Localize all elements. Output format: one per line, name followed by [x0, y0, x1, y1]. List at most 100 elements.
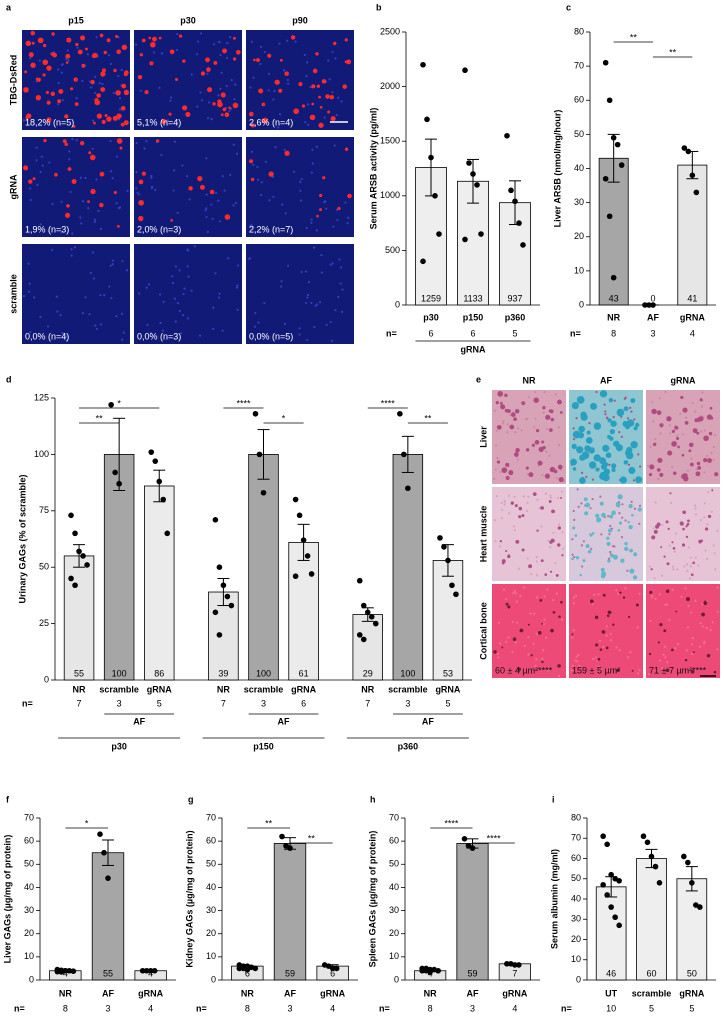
data-point	[602, 175, 609, 182]
data-point	[256, 451, 263, 458]
y-tick-label: 40	[571, 893, 581, 903]
micrograph	[22, 244, 130, 344]
texture	[235, 286, 239, 289]
texture	[580, 471, 584, 474]
value-label: 100	[400, 668, 415, 678]
texture	[500, 508, 504, 511]
stain	[77, 49, 83, 55]
texture	[545, 450, 548, 454]
stain	[540, 506, 544, 510]
texture	[161, 329, 165, 332]
data-point	[642, 302, 648, 308]
texture	[120, 68, 123, 72]
texture	[608, 533, 611, 536]
stain	[65, 61, 69, 64]
texture	[310, 218, 313, 221]
texture	[285, 39, 289, 42]
texture	[512, 591, 515, 595]
texture	[506, 423, 509, 426]
sub-group-label: AF	[422, 716, 434, 726]
stain	[141, 38, 146, 43]
texture	[125, 269, 129, 272]
data-point	[466, 160, 472, 166]
stain	[622, 596, 626, 599]
texture	[65, 339, 68, 342]
y-tick-label: 20	[206, 928, 216, 938]
texture	[543, 618, 546, 621]
y-tick-label: 1500	[380, 136, 400, 146]
data-point	[424, 116, 430, 123]
texture	[689, 565, 692, 568]
texture	[576, 660, 579, 663]
stain	[570, 458, 577, 466]
y-tick-label: 70	[571, 833, 581, 843]
texture	[552, 599, 555, 602]
texture	[549, 494, 552, 497]
stain	[278, 88, 283, 93]
texture	[263, 301, 266, 305]
texture	[84, 176, 87, 180]
data-point	[453, 591, 459, 598]
texture	[197, 40, 200, 43]
stain	[671, 429, 676, 433]
stain	[222, 107, 227, 112]
texture	[648, 565, 651, 568]
stain	[628, 466, 636, 474]
stain	[37, 37, 44, 44]
texture	[493, 477, 496, 481]
stain	[253, 58, 256, 62]
texture	[200, 32, 203, 35]
texture	[171, 275, 174, 278]
data-point	[478, 231, 484, 237]
texture	[160, 153, 163, 156]
texture	[597, 665, 601, 669]
texture	[694, 556, 697, 559]
value-label: 100	[256, 668, 271, 678]
data-point	[435, 967, 441, 974]
texture	[226, 42, 229, 45]
texture	[716, 648, 719, 651]
stain	[169, 49, 175, 55]
texture	[236, 284, 239, 287]
y-tick-label: 30	[24, 905, 34, 915]
stain	[249, 159, 254, 164]
data-point	[608, 904, 614, 910]
texture	[278, 42, 281, 45]
stain	[46, 100, 51, 105]
texture	[278, 113, 282, 116]
stain	[329, 94, 335, 100]
texture	[221, 175, 224, 178]
texture	[339, 266, 343, 269]
stain	[330, 116, 336, 122]
texture	[657, 477, 660, 480]
texture	[682, 433, 685, 436]
texture	[636, 672, 640, 675]
texture	[535, 555, 538, 559]
texture	[174, 265, 177, 268]
stain	[626, 419, 635, 427]
stain	[557, 464, 563, 470]
value-label: 50	[687, 968, 697, 978]
stain	[510, 501, 514, 505]
stain	[681, 453, 685, 457]
texture	[135, 187, 138, 190]
stain	[585, 436, 593, 444]
texture	[107, 54, 111, 57]
stain	[500, 404, 506, 410]
texture	[607, 557, 611, 560]
texture	[162, 300, 165, 304]
n-value: 7	[77, 698, 82, 708]
texture	[227, 257, 230, 260]
value-label: 59	[285, 968, 295, 978]
texture	[312, 246, 316, 249]
texture	[548, 454, 551, 457]
stain	[557, 543, 561, 547]
stain	[666, 416, 672, 422]
row-label: Liver	[478, 426, 488, 448]
data-point	[97, 831, 103, 837]
data-point	[116, 480, 122, 487]
texture	[313, 326, 316, 329]
data-point	[300, 537, 307, 543]
stain	[659, 472, 664, 477]
stain	[630, 441, 638, 449]
